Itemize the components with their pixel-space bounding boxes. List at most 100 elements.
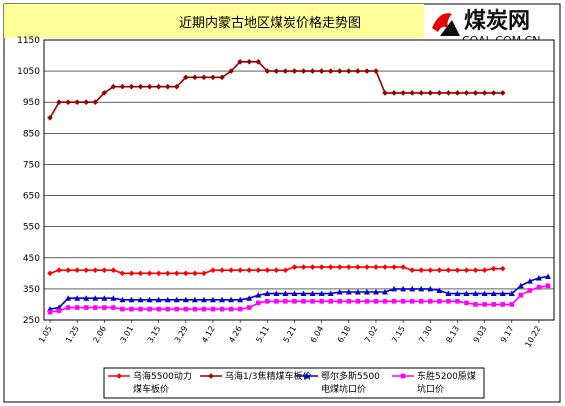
legend-box: [103, 367, 485, 399]
data-point: [526, 278, 533, 284]
data-point: [318, 264, 325, 270]
data-point: [183, 270, 189, 277]
data-point: [327, 68, 334, 74]
data-point: [174, 306, 180, 312]
data-point: [400, 264, 406, 270]
legend-marker: [400, 373, 406, 379]
data-point: [300, 290, 307, 297]
data-point: [382, 289, 389, 295]
data-point: [146, 83, 153, 90]
data-point: [382, 299, 388, 304]
data-point: [192, 74, 198, 81]
data-point: [47, 270, 53, 277]
data-point: [391, 285, 398, 292]
data-point: [201, 306, 207, 312]
data-point: [228, 296, 235, 303]
data-point: [345, 289, 352, 295]
y-tick-label: 450: [23, 254, 40, 264]
data-point: [138, 306, 143, 312]
data-point: [328, 299, 333, 304]
data-point: [129, 306, 134, 312]
data-point: [472, 290, 479, 297]
data-point: [65, 295, 72, 301]
data-point: [246, 305, 252, 310]
data-point: [327, 290, 334, 297]
data-point: [173, 83, 180, 90]
data-point: [137, 296, 144, 303]
data-point: [364, 264, 370, 270]
data-point: [264, 267, 271, 274]
data-point: [301, 299, 306, 304]
y-tick-label: 850: [23, 129, 40, 139]
data-point: [74, 295, 81, 301]
data-point: [282, 290, 289, 297]
data-point: [373, 68, 379, 74]
data-point: [472, 90, 479, 96]
data-point: [481, 267, 488, 274]
data-point: [490, 90, 497, 96]
data-point: [354, 289, 361, 295]
data-point: [128, 83, 135, 90]
y-tick-label: 750: [23, 160, 40, 170]
data-point: [445, 90, 452, 96]
series-2: [47, 58, 506, 121]
data-point: [120, 306, 125, 312]
data-point: [147, 306, 152, 312]
data-point: [346, 299, 352, 304]
y-tick-label: 950: [23, 98, 40, 108]
data-point: [228, 68, 234, 74]
data-point: [83, 267, 90, 274]
data-point: [418, 267, 425, 274]
data-point: [481, 290, 488, 297]
data-point: [164, 296, 171, 303]
data-point: [545, 283, 551, 289]
data-point: [500, 302, 506, 307]
data-point: [291, 68, 298, 74]
data-point: [111, 305, 116, 310]
data-point: [490, 265, 497, 272]
data-point: [490, 290, 497, 297]
data-point: [246, 295, 253, 301]
data-point: [310, 299, 315, 304]
logo-flame-icon: [432, 13, 460, 36]
data-point: [382, 264, 388, 270]
data-point: [391, 90, 397, 96]
legend-item-2: 乌海1/3焦精煤车板价: [200, 370, 312, 382]
data-point: [128, 296, 135, 303]
data-point: [427, 285, 434, 292]
data-point: [499, 290, 506, 297]
data-point: [363, 289, 370, 295]
data-point: [264, 68, 271, 74]
data-point: [418, 90, 425, 96]
data-point: [336, 289, 343, 295]
data-point: [473, 302, 478, 307]
data-point: [265, 299, 270, 304]
logo-cn-text: 煤炭网: [464, 8, 530, 34]
data-point: [509, 302, 515, 307]
data-point: [47, 309, 53, 315]
data-point: [327, 264, 334, 270]
data-point: [273, 267, 280, 274]
data-point: [309, 290, 316, 297]
y-tick-label: 1150: [17, 36, 40, 46]
data-point: [273, 68, 280, 74]
data-point: [228, 267, 234, 274]
data-point: [427, 299, 433, 304]
data-point: [364, 68, 370, 74]
data-point: [455, 299, 460, 304]
legend-label: 鄂尔多斯5500: [321, 370, 380, 382]
data-point: [400, 285, 407, 292]
legend-marker: [304, 373, 310, 379]
data-point: [355, 264, 361, 270]
data-point: [282, 267, 289, 274]
data-point: [210, 74, 216, 81]
data-point: [409, 299, 415, 304]
data-point: [291, 264, 298, 270]
data-point: [210, 267, 216, 274]
data-point: [472, 267, 479, 274]
data-point: [463, 90, 470, 96]
data-point: [463, 290, 470, 297]
data-point: [482, 302, 487, 307]
